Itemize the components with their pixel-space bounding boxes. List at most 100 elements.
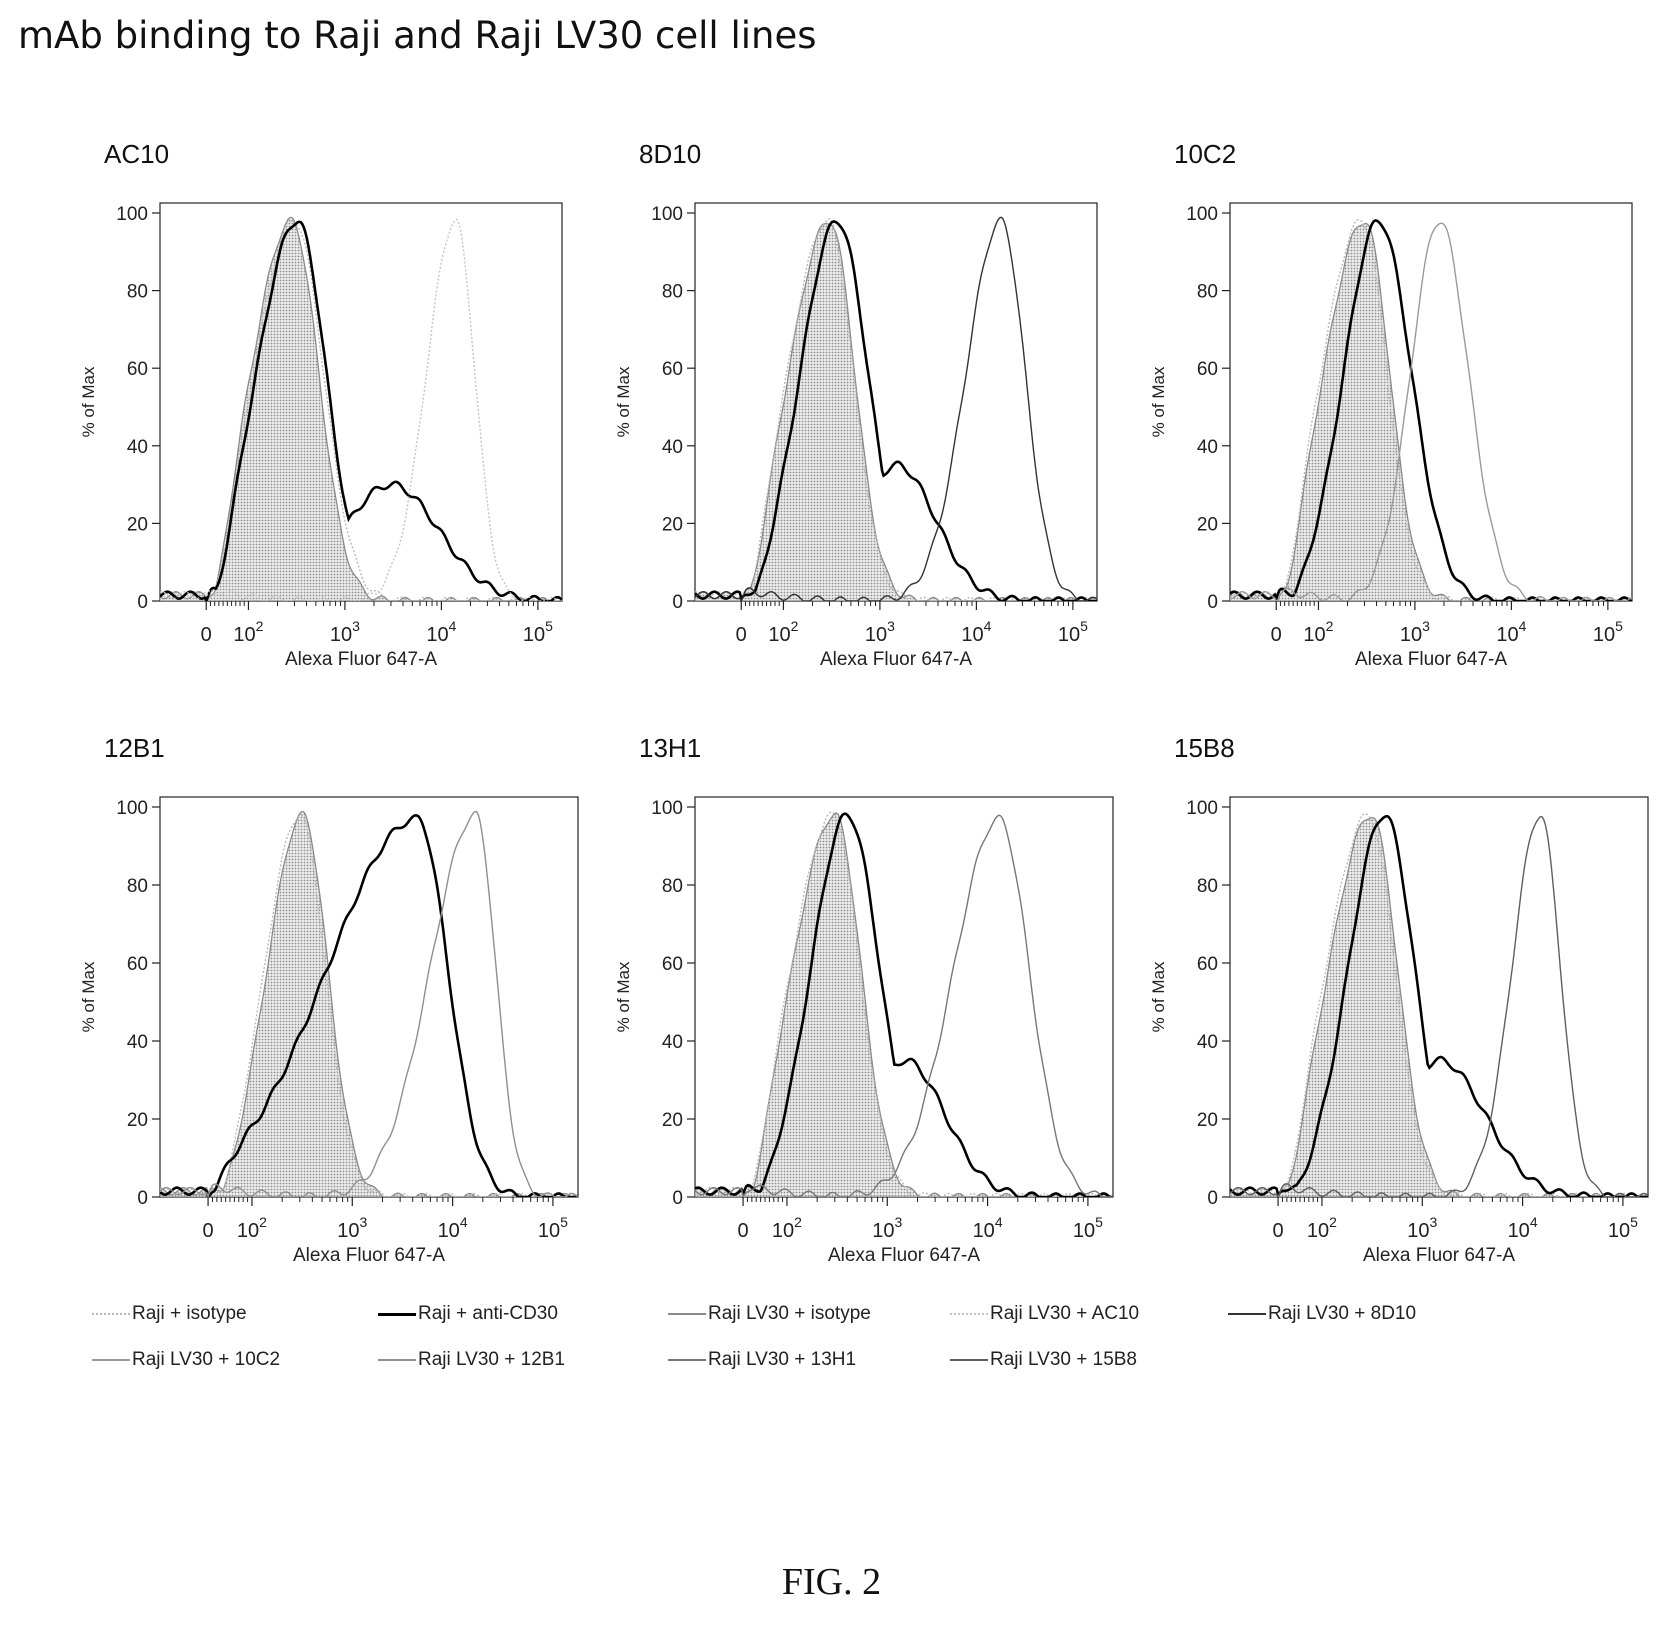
y-tick-label: 0	[1207, 592, 1218, 613]
legend-label: Raji LV30 + 10C2	[132, 1349, 281, 1370]
histogram-panel-13h1: 13H1 0 20 40 60 80 100 % of Max 0 102 103 104 105 Ale…	[614, 733, 1114, 1266]
x-tick-label: 105	[1593, 618, 1623, 646]
legend-swatch	[378, 1312, 416, 1316]
y-tick-label: 40	[127, 1032, 148, 1053]
panel-title: 8D10	[639, 139, 701, 169]
y-tick-label: 20	[127, 514, 148, 535]
x-axis-label: Alexa Fluor 647-A	[820, 649, 972, 670]
x-tick-label: 0	[1271, 624, 1282, 646]
y-tick-label: 20	[1197, 1110, 1218, 1131]
series-raji_cd30	[695, 220, 1097, 601]
series-lv30_12b1	[160, 810, 578, 1197]
series-lv30_isotype	[695, 812, 1113, 1197]
y-tick-label: 0	[672, 1188, 683, 1209]
series-lv30_8d10	[695, 216, 1097, 601]
y-tick-label: 0	[137, 1188, 148, 1209]
x-axis-label: Alexa Fluor 647-A	[1363, 1245, 1515, 1266]
y-tick-label: 0	[672, 592, 683, 613]
x-tick-label: 0	[1273, 1220, 1284, 1242]
panel-title: 12B1	[104, 733, 165, 763]
x-tick-label: 103	[872, 1214, 902, 1242]
legend-item-raji-isotype: Raji + isotype	[92, 1302, 247, 1326]
series-raji_isotype	[1230, 218, 1632, 601]
plot-frame	[159, 796, 579, 1198]
y-tick-label: 60	[127, 954, 148, 975]
x-tick-label: 105	[1058, 618, 1088, 646]
x-tick-label: 104	[961, 618, 991, 646]
legend: Raji + isotype Raji + anti-CD30 Raji LV30 …	[92, 1302, 1592, 1382]
y-tick-label: 60	[127, 359, 148, 380]
legend-swatch	[1228, 1313, 1266, 1315]
x-tick-label: 103	[865, 618, 895, 646]
series-lv30_isotype	[160, 216, 562, 601]
x-tick-label: 104	[426, 618, 456, 646]
y-tick-label: 100	[651, 798, 683, 819]
x-tick-label: 105	[523, 618, 553, 646]
y-tick-label: 60	[662, 954, 683, 975]
x-tick-label: 105	[538, 1214, 568, 1242]
legend-label: Raji LV30 + 13H1	[708, 1349, 857, 1370]
series-raji_isotype	[160, 220, 562, 601]
y-tick-label: 80	[127, 282, 148, 303]
panel-title: 15B8	[1174, 733, 1235, 763]
plot-area	[695, 811, 1113, 1197]
series-lv30_isotype	[695, 223, 1097, 601]
series-raji_cd30	[695, 812, 1113, 1197]
legend-item-lv30-isotype: Raji LV30 + isotype	[668, 1302, 871, 1326]
y-tick-label: 20	[662, 514, 683, 535]
legend-label: Raji LV30 + isotype	[708, 1303, 871, 1324]
series-raji_cd30	[160, 220, 562, 601]
y-tick-label: 60	[1197, 954, 1218, 975]
series-raji_isotype	[160, 814, 578, 1197]
plot-frame	[1229, 796, 1649, 1198]
x-axis-label: Alexa Fluor 647-A	[828, 1245, 980, 1266]
histogram-panel-12b1: 12B1 0 20 40 60 80 100 % of Max 0 102 103 104 105 Ale…	[79, 733, 579, 1266]
histogram-panel-ac10: AC10 0 20 40 60 80 100 % of Max 0 102 103 104 105 Ale…	[79, 139, 563, 670]
legend-item-lv30-12b1: Raji LV30 + 12B1	[378, 1348, 565, 1372]
x-tick-label: 103	[1407, 1214, 1437, 1242]
plot-area	[160, 216, 562, 601]
legend-item-lv30-10c2: Raji LV30 + 10C2	[92, 1348, 280, 1372]
plot-area	[1230, 812, 1648, 1197]
y-tick-label: 100	[116, 798, 148, 819]
legend-label: Raji + isotype	[132, 1303, 247, 1324]
y-tick-label: 40	[1197, 1032, 1218, 1053]
figure-caption: FIG. 2	[781, 1561, 882, 1603]
y-tick-label: 60	[662, 359, 683, 380]
legend-swatch	[92, 1313, 130, 1315]
y-axis-label: % of Max	[614, 366, 633, 437]
y-tick-label: 80	[127, 876, 148, 897]
legend-label: Raji LV30 + 12B1	[418, 1349, 565, 1370]
series-lv30_13h1	[695, 814, 1113, 1197]
y-axis-label: % of Max	[1149, 366, 1168, 437]
x-tick-label: 102	[237, 1214, 267, 1242]
y-tick-label: 80	[1197, 876, 1218, 897]
x-axis-label: Alexa Fluor 647-A	[1355, 649, 1507, 670]
series-raji_isotype	[695, 811, 1113, 1197]
x-tick-label: 104	[1496, 618, 1526, 646]
y-tick-label: 80	[662, 876, 683, 897]
x-tick-label: 102	[1303, 618, 1333, 646]
legend-swatch	[92, 1359, 130, 1361]
legend-label: Raji LV30 + 15B8	[990, 1349, 1137, 1370]
y-tick-label: 0	[1207, 1188, 1218, 1209]
y-axis-label: % of Max	[79, 961, 98, 1032]
series-raji_isotype	[1230, 812, 1648, 1197]
x-tick-label: 104	[438, 1214, 468, 1242]
y-tick-label: 60	[1197, 359, 1218, 380]
x-tick-label: 102	[233, 618, 263, 646]
y-tick-label: 40	[1197, 437, 1218, 458]
legend-swatch	[378, 1359, 416, 1361]
histogram-panel-10c2: 10C2 0 20 40 60 80 100 % of Max 0 102 103 104 105 Ale…	[1149, 139, 1633, 670]
x-tick-label: 0	[203, 1220, 214, 1242]
series-raji_cd30	[160, 813, 578, 1197]
x-tick-label: 105	[1073, 1214, 1103, 1242]
plot-frame	[694, 202, 1098, 602]
x-tick-label: 103	[1400, 618, 1430, 646]
series-raji_cd30	[1230, 219, 1632, 601]
y-axis-label: % of Max	[614, 961, 633, 1032]
y-tick-label: 40	[662, 1032, 683, 1053]
histogram-panel-8d10: 8D10 0 20 40 60 80 100 % of Max 0 102 103 104 105 Ale…	[614, 139, 1098, 670]
y-tick-label: 100	[1186, 204, 1218, 225]
